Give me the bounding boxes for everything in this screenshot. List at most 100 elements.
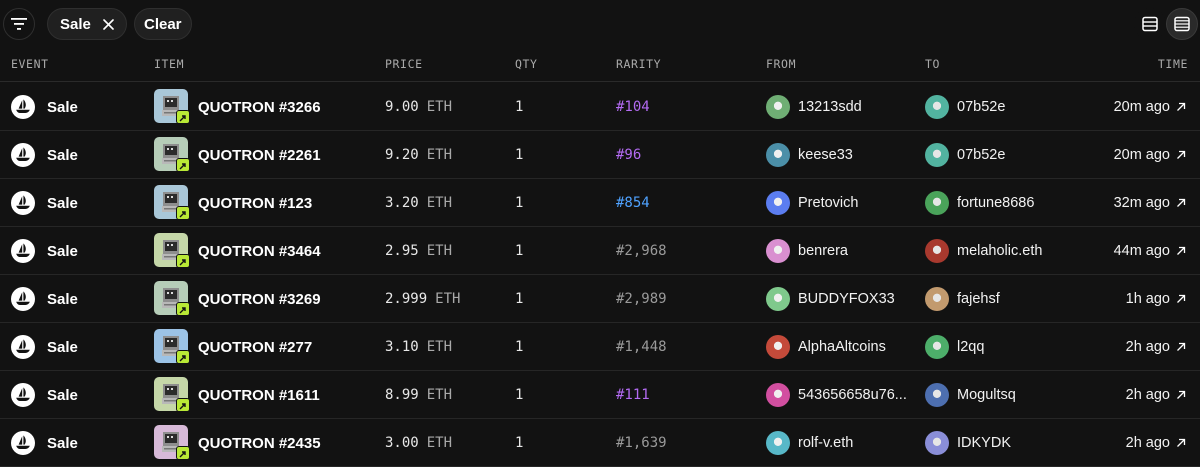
from-avatar[interactable] bbox=[766, 383, 790, 407]
to-user-link[interactable]: 07b52e bbox=[957, 99, 1006, 115]
time-ago: 44m ago bbox=[1113, 243, 1170, 259]
price-value: 3.00 bbox=[385, 435, 419, 451]
to-avatar[interactable] bbox=[925, 191, 949, 215]
time-link[interactable]: 44m ago bbox=[1114, 227, 1186, 275]
rarity-rank: #1,639 bbox=[616, 435, 667, 451]
from-user-link[interactable]: AlphaAltcoins bbox=[798, 339, 886, 355]
quotron-art bbox=[154, 425, 188, 459]
to-user-link[interactable]: fortune8686 bbox=[957, 195, 1035, 211]
price: 2.999 ETH bbox=[385, 275, 460, 323]
to-avatar[interactable] bbox=[925, 287, 949, 311]
item-name-link[interactable]: QUOTRON #1611 bbox=[198, 386, 320, 404]
price-value: 9.00 bbox=[385, 99, 419, 115]
quantity: 1 bbox=[515, 243, 524, 259]
quantity: 1 bbox=[515, 195, 524, 211]
from-avatar[interactable] bbox=[766, 335, 790, 359]
time-ago: 32m ago bbox=[1113, 195, 1170, 211]
nft-thumbnail[interactable] bbox=[154, 425, 188, 459]
quantity: 1 bbox=[515, 339, 524, 355]
clear-button[interactable]: Clear bbox=[134, 8, 192, 40]
to-avatar[interactable] bbox=[925, 95, 949, 119]
table-row[interactable]: Sale QUOTRON #1611 8.99 ETH 1 #111 543656… bbox=[0, 371, 1200, 419]
table-row[interactable]: Sale QUOTRON #3266 9.00 ETH 1 #104 13213s… bbox=[0, 83, 1200, 131]
table-row[interactable]: Sale QUOTRON #2435 3.00 ETH 1 #1,639 rolf… bbox=[0, 419, 1200, 467]
time-link[interactable]: 20m ago bbox=[1114, 83, 1186, 131]
to-user-link[interactable]: melaholic.eth bbox=[957, 243, 1043, 259]
price-unit: ETH bbox=[426, 387, 453, 403]
from-user-link[interactable]: keese33 bbox=[798, 147, 853, 163]
opensea-sail-icon bbox=[11, 95, 35, 119]
from-avatar[interactable] bbox=[766, 287, 790, 311]
item-name-link[interactable]: QUOTRON #2435 bbox=[198, 434, 321, 452]
sale-filter-chip[interactable]: Sale bbox=[47, 8, 127, 40]
column-header-event: EVENT bbox=[11, 57, 49, 71]
from-user-link[interactable]: Pretovich bbox=[798, 195, 859, 211]
time-link[interactable]: 2h ago bbox=[1126, 371, 1186, 419]
nft-thumbnail[interactable] bbox=[154, 137, 188, 171]
time-link[interactable]: 2h ago bbox=[1126, 323, 1186, 371]
price: 2.95 ETH bbox=[385, 227, 452, 275]
from-user-link[interactable]: rolf-v.eth bbox=[798, 435, 854, 451]
verified-badge-icon bbox=[176, 206, 190, 220]
price-value: 3.20 bbox=[385, 195, 419, 211]
item-name-link[interactable]: QUOTRON #123 bbox=[198, 194, 313, 212]
to-avatar[interactable] bbox=[925, 143, 949, 167]
table-row[interactable]: Sale QUOTRON #3464 2.95 ETH 1 #2,968 benr… bbox=[0, 227, 1200, 275]
from-avatar[interactable] bbox=[766, 95, 790, 119]
opensea-sail-icon bbox=[11, 191, 35, 215]
from-user-link[interactable]: benrera bbox=[798, 243, 848, 259]
item-name-link[interactable]: QUOTRON #3269 bbox=[198, 290, 321, 308]
to-user-link[interactable]: 07b52e bbox=[957, 147, 1006, 163]
quantity: 1 bbox=[515, 435, 524, 451]
compact-view-button[interactable] bbox=[1166, 8, 1198, 40]
time-link[interactable]: 32m ago bbox=[1114, 179, 1186, 227]
to-user-link[interactable]: l2qq bbox=[957, 339, 985, 355]
to-user-link[interactable]: Mogultsq bbox=[957, 387, 1016, 403]
verified-badge-icon bbox=[176, 350, 190, 364]
to-avatar[interactable] bbox=[925, 383, 949, 407]
to-user-link[interactable]: fajehsf bbox=[957, 291, 1000, 307]
from-user-link[interactable]: BUDDYFOX33 bbox=[798, 291, 895, 307]
item-name-link[interactable]: QUOTRON #3464 bbox=[198, 242, 321, 260]
external-link-icon bbox=[1176, 150, 1186, 160]
filter-button[interactable] bbox=[3, 8, 35, 40]
from-user-link[interactable]: 13213sdd bbox=[798, 99, 862, 115]
opensea-sail-icon bbox=[11, 287, 35, 311]
time-ago: 2h ago bbox=[1125, 435, 1170, 451]
rarity-rank: #2,989 bbox=[616, 291, 667, 307]
table-row[interactable]: Sale QUOTRON #277 3.10 ETH 1 #1,448 Alpha… bbox=[0, 323, 1200, 371]
table-row[interactable]: Sale QUOTRON #2261 9.20 ETH 1 #96 keese33… bbox=[0, 131, 1200, 179]
comfortable-view-button[interactable] bbox=[1134, 8, 1166, 40]
time-link[interactable]: 2h ago bbox=[1126, 419, 1186, 467]
price: 9.20 ETH bbox=[385, 131, 452, 179]
from-avatar[interactable] bbox=[766, 431, 790, 455]
quotron-art bbox=[154, 137, 188, 171]
to-avatar[interactable] bbox=[925, 335, 949, 359]
column-header-item: ITEM bbox=[154, 57, 185, 71]
from-avatar[interactable] bbox=[766, 143, 790, 167]
time-link[interactable]: 20m ago bbox=[1114, 131, 1186, 179]
from-user-link[interactable]: 543656658u76... bbox=[798, 387, 907, 403]
item-name-link[interactable]: QUOTRON #3266 bbox=[198, 98, 321, 116]
column-header-to: TO bbox=[925, 57, 941, 71]
list-view-icon bbox=[1142, 16, 1158, 32]
external-link-icon bbox=[1176, 246, 1186, 256]
table-row[interactable]: Sale QUOTRON #123 3.20 ETH 1 #854 Pretovi… bbox=[0, 179, 1200, 227]
nft-thumbnail[interactable] bbox=[154, 377, 188, 411]
to-avatar[interactable] bbox=[925, 239, 949, 263]
to-user-link[interactable]: IDKYDK bbox=[957, 435, 1011, 451]
item-name-link[interactable]: QUOTRON #2261 bbox=[198, 146, 321, 164]
price: 9.00 ETH bbox=[385, 83, 452, 131]
item-name-link[interactable]: QUOTRON #277 bbox=[198, 338, 313, 356]
time-link[interactable]: 1h ago bbox=[1126, 275, 1186, 323]
opensea-sail-icon bbox=[11, 335, 35, 359]
close-icon[interactable] bbox=[103, 18, 114, 30]
event-type: Sale bbox=[47, 434, 78, 452]
to-avatar[interactable] bbox=[925, 431, 949, 455]
filter-toolbar: Sale Clear bbox=[0, 0, 1200, 48]
table-row[interactable]: Sale QUOTRON #3269 2.999 ETH 1 #2,989 BUD… bbox=[0, 275, 1200, 323]
from-avatar[interactable] bbox=[766, 191, 790, 215]
external-link-icon bbox=[1176, 390, 1186, 400]
price-value: 9.20 bbox=[385, 147, 419, 163]
from-avatar[interactable] bbox=[766, 239, 790, 263]
